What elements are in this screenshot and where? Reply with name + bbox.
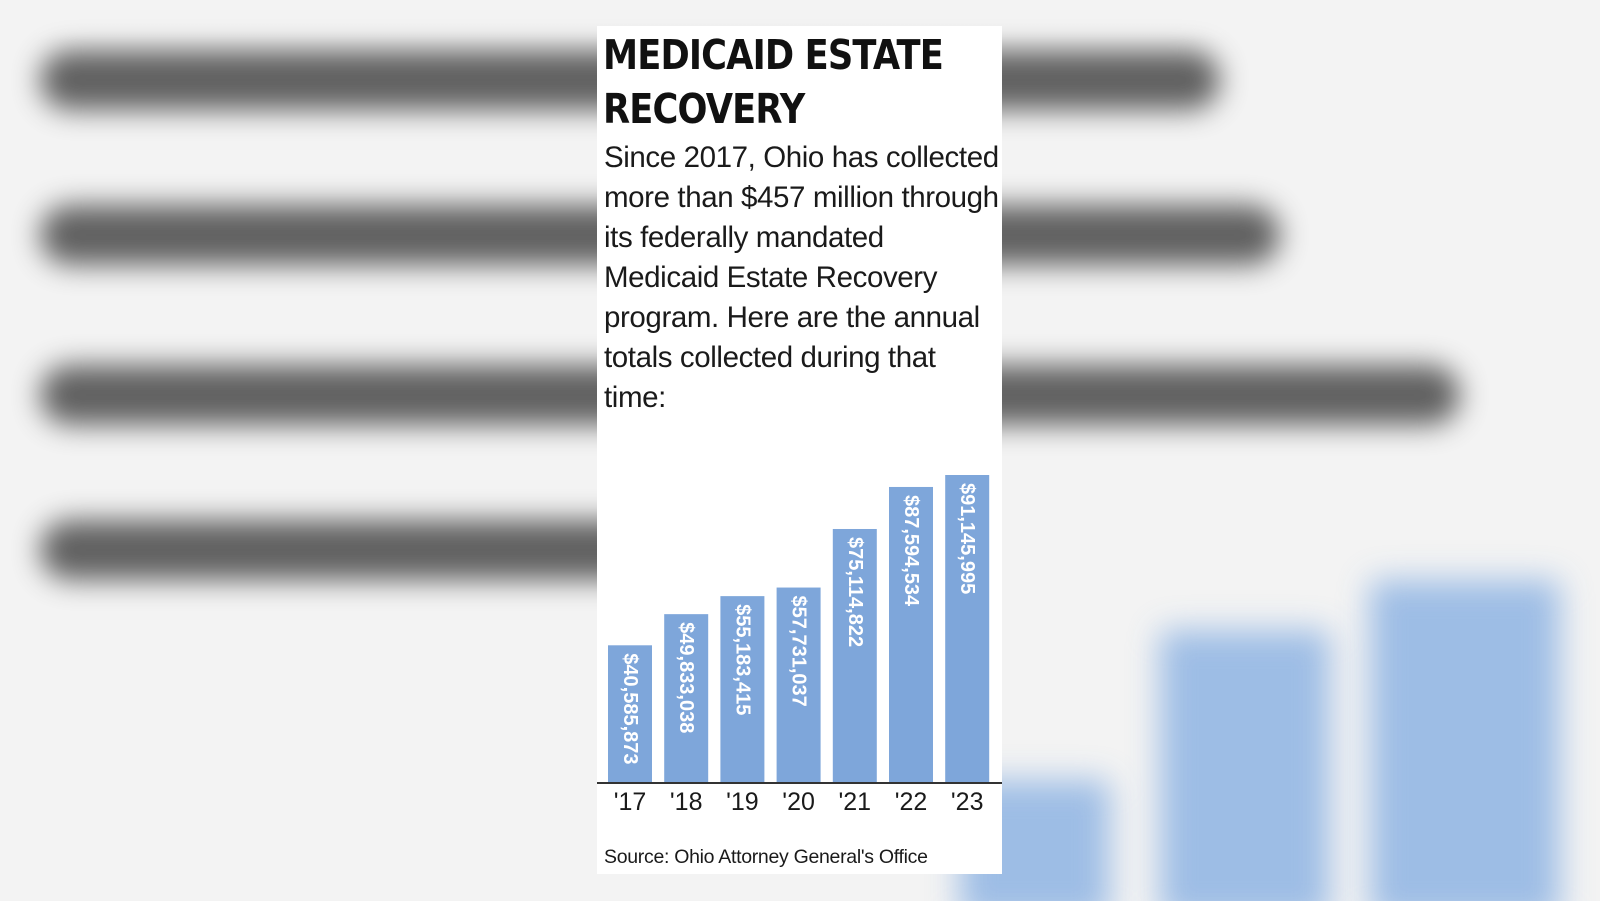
bar-chart: $40,585,873 $49,833,038 $55,183,415 $57,731… xyxy=(597,475,1002,816)
tick-labels-group: '17 '18 '19 '20 '21 '22 '23 xyxy=(614,788,984,816)
bars-group: $40,585,873 $49,833,038 $55,183,415 $57,731… xyxy=(608,475,990,782)
blurred-text-line xyxy=(40,520,660,580)
bar-value-label: $40,585,873 xyxy=(619,653,641,764)
x-tick-label: '19 xyxy=(726,788,759,816)
bar-22 xyxy=(889,486,933,782)
x-tick-label: '22 xyxy=(895,788,928,816)
bar-value-label: $91,145,995 xyxy=(956,483,978,594)
x-tick-label: '18 xyxy=(670,788,703,816)
bar-value-label: $75,114,822 xyxy=(844,537,866,647)
bar-value-label: $49,833,038 xyxy=(675,622,697,733)
bar-23 xyxy=(945,475,990,782)
bar-18 xyxy=(664,614,709,782)
x-tick-label: '20 xyxy=(782,788,815,816)
x-tick-label: '21 xyxy=(839,788,872,816)
infographic-card: MEDICAID ESTATE RECOVERY Since 2017, Ohi… xyxy=(597,26,1002,874)
bar-17 xyxy=(608,645,652,782)
bar-value-label: $55,183,415 xyxy=(731,604,753,715)
bar-19 xyxy=(720,596,765,782)
bar-20 xyxy=(776,587,821,782)
blurred-bar xyxy=(1160,630,1330,901)
x-tick-label: '17 xyxy=(614,788,647,816)
bar-value-label: $57,731,037 xyxy=(788,596,810,707)
chart-title: MEDICAID ESTATE RECOVERY xyxy=(603,31,944,133)
x-tick-label: '23 xyxy=(951,788,984,816)
bar-value-label: $87,594,534 xyxy=(900,495,922,607)
source-note: Source: Ohio Attorney General's Office xyxy=(604,846,928,868)
blurred-bar xyxy=(1370,580,1560,901)
bar-21 xyxy=(832,528,877,782)
chart-description: Since 2017, Ohio has collected more than… xyxy=(604,141,999,414)
